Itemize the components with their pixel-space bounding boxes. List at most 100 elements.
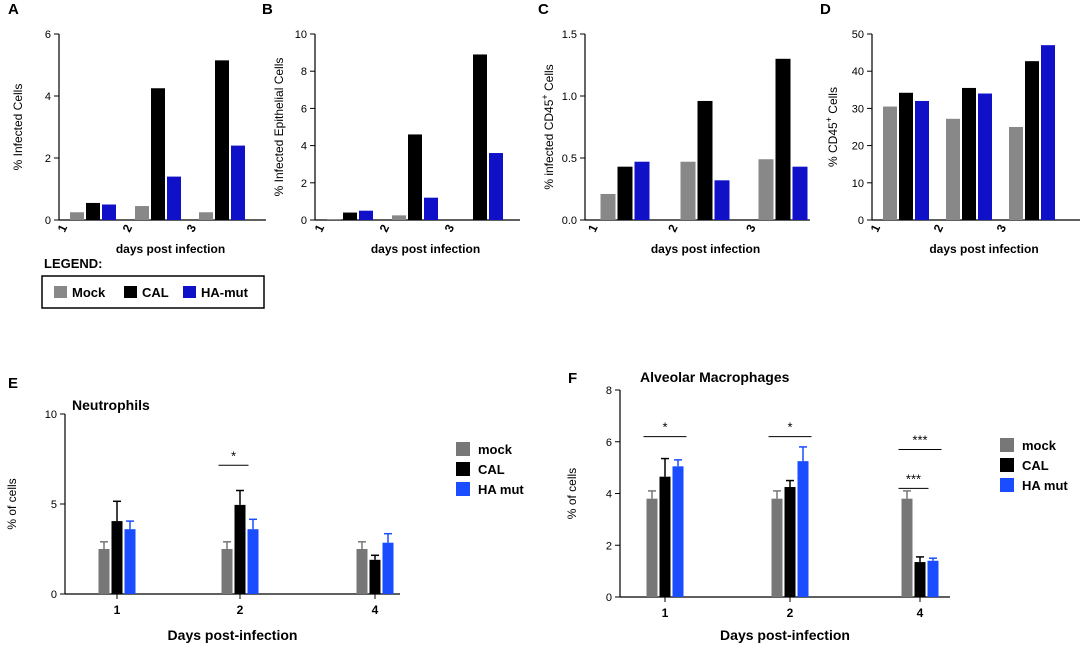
bar-ha-mut — [102, 204, 116, 220]
y-tick-label: 2 — [301, 178, 307, 190]
y-tick-label: 5 — [51, 499, 57, 511]
x-tick-label: 2 — [931, 222, 947, 234]
y-tick-label: 30 — [852, 103, 864, 115]
y-tick-label: 20 — [852, 141, 864, 153]
y-tick-label: 0.5 — [562, 153, 577, 165]
y-axis-label: % Infected Cells — [11, 84, 25, 171]
y-axis-label: % infected CD45+ Cells — [540, 64, 556, 189]
legend-swatch — [1000, 458, 1014, 472]
bar-cal — [234, 504, 246, 594]
y-tick-label: 4 — [45, 91, 51, 103]
chart-title: Alveolar Macrophages — [640, 369, 790, 385]
legend-label: CAL — [478, 462, 505, 477]
y-axis-label-text: % of cells — [565, 468, 579, 519]
legend-swatch — [456, 482, 470, 496]
bar-mock — [356, 549, 368, 594]
bar-ha-mut — [915, 100, 929, 220]
legend-swatch — [456, 462, 470, 476]
x-axis-label: Days post-infection — [720, 627, 850, 643]
legend-label: HA mut — [1022, 478, 1068, 493]
legend-label: mock — [478, 442, 513, 457]
bar-mock — [392, 215, 406, 220]
y-axis-label-sup: + — [824, 117, 834, 122]
bar-mock — [883, 106, 897, 220]
bar-cal — [899, 92, 913, 220]
y-tick-label: 6 — [606, 437, 612, 449]
legend-swatch — [1000, 438, 1014, 452]
legend-label: CAL — [1022, 458, 1049, 473]
bar-mock — [1009, 127, 1023, 220]
bar-ha-mut — [359, 210, 373, 220]
y-axis-label: % of cells — [5, 478, 19, 529]
bar-ha-mut — [672, 466, 684, 597]
y-axis-label-text: % Infected Epithelial Cells — [272, 58, 286, 197]
bar-cal — [697, 100, 713, 220]
y-tick-label: 10 — [852, 178, 864, 190]
bar-ha-mut — [1041, 45, 1055, 220]
bar-cal — [86, 202, 100, 220]
y-tick-label: 0 — [45, 215, 51, 227]
significance-marker: * — [662, 420, 667, 435]
legend-swatch — [1000, 478, 1014, 492]
top-legend: LEGEND: Mock CAL HA-mut — [41, 256, 265, 309]
legend-label: CAL — [142, 285, 169, 300]
x-tick-label: 1 — [585, 222, 601, 234]
y-axis-label: % CD45+ Cells — [824, 87, 840, 167]
legend-label: HA-mut — [201, 285, 249, 300]
x-axis-label: Days post-infection — [168, 627, 298, 643]
x-axis-label: days post infection — [116, 242, 225, 256]
y-axis-label: % Infected Epithelial Cells — [272, 58, 286, 197]
y-tick-label: 0 — [51, 589, 57, 601]
x-tick-label: 2 — [377, 222, 393, 234]
y-axis-label-sup: + — [540, 94, 550, 99]
bar-cal — [775, 58, 791, 220]
y-tick-label: 10 — [45, 409, 57, 421]
significance-marker: *** — [912, 433, 927, 448]
y-tick-label: 0 — [606, 592, 612, 604]
legend-label: Mock — [72, 285, 106, 300]
bar-mock — [98, 549, 110, 594]
x-tick-label: 1 — [868, 222, 884, 234]
chart-title: Neutrophils — [72, 397, 150, 413]
panel-letter: D — [820, 1, 831, 18]
y-axis-label-text: % of cells — [5, 478, 19, 529]
significance-marker: * — [231, 448, 236, 463]
bar-ha-mut — [382, 542, 394, 594]
panel-a: A 0 2 4 6 % Infected Cells 1 2 3 days post infect… — [8, 1, 266, 256]
legend-title: LEGEND: — [44, 256, 103, 271]
panel-c: C 0.0 0.5 1.0 1.5 % infected CD45+ Cells 1 2 3 da… — [538, 1, 810, 256]
y-tick-label: 1.5 — [562, 29, 577, 41]
bar-cal — [659, 476, 671, 597]
legend-swatch — [183, 286, 196, 298]
bar-cal — [343, 212, 357, 220]
x-tick-label: 2 — [237, 603, 244, 617]
bar-mock — [646, 498, 658, 597]
bar-cal — [473, 54, 487, 221]
y-tick-label: 2 — [45, 153, 51, 165]
y-tick-label: 0 — [858, 215, 864, 227]
y-axis-label-text: % Infected Cells — [11, 84, 25, 171]
bar-mock — [758, 159, 774, 220]
bar-ha-mut — [247, 529, 259, 594]
y-tick-label: 50 — [852, 29, 864, 41]
bar-mock — [135, 206, 149, 220]
x-tick-label: 3 — [442, 222, 458, 234]
bar-ha-mut — [124, 529, 136, 594]
bar-ha-mut — [797, 461, 809, 597]
bar-mock — [199, 212, 213, 220]
y-tick-label: 8 — [301, 66, 307, 78]
legend-swatch — [456, 442, 470, 456]
bar-ha-mut — [231, 145, 245, 220]
bar-mock — [946, 118, 960, 220]
bar-ha-mut — [634, 161, 650, 220]
legend-label: HA mut — [478, 482, 524, 497]
panel-e: E Neutrophils 0 5 10 % of cells 1 2 4 Days post-i… — [5, 375, 524, 643]
bar-cal — [784, 487, 796, 597]
bar-ha-mut — [978, 93, 992, 220]
y-tick-label: 4 — [301, 141, 307, 153]
x-axis-label: days post infection — [929, 242, 1038, 256]
y-tick-label: 4 — [606, 489, 612, 501]
bar-cal — [1025, 61, 1039, 220]
x-tick-label: 2 — [665, 222, 681, 234]
